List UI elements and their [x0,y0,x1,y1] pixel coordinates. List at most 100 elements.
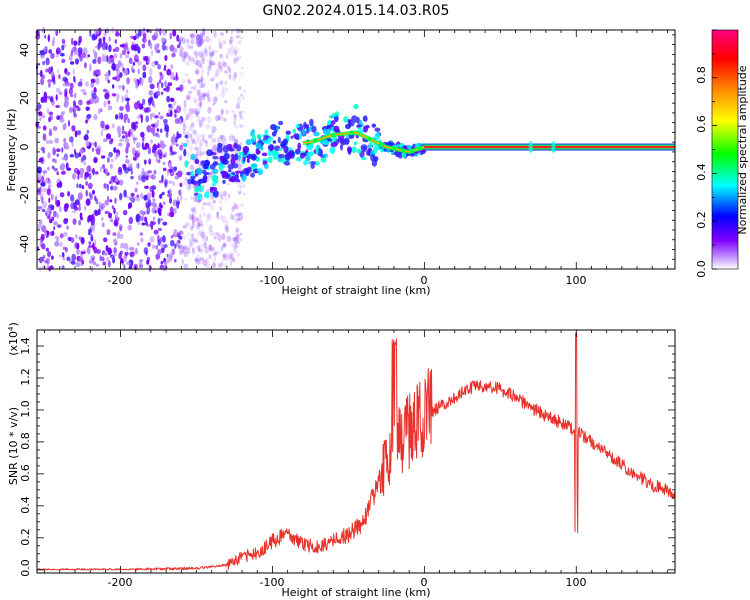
trace-blob [212,168,219,174]
colorbar-tick-label: 0.4 [695,163,708,181]
noise-blob [199,213,202,220]
noise-blob [197,40,201,48]
noise-blob [39,117,42,121]
noise-blob [103,32,108,37]
noise-blob [95,198,99,205]
noise-blob [141,43,146,49]
noise-blob [196,78,201,84]
noise-blob [181,56,186,62]
noise-blob [155,245,159,250]
noise-blob [152,132,156,137]
noise-blob [140,192,144,200]
noise-blob [171,52,176,58]
noise-blob [41,265,47,270]
noise-blob [88,244,93,248]
noise-blob [230,252,234,261]
noise-blob [73,51,79,56]
spectrogram-y-label: Frequency (Hz) [5,109,18,192]
noise-blob [78,99,83,106]
noise-blob [217,136,221,145]
noise-blob [127,205,131,210]
noise-blob [77,192,83,200]
noise-blob [213,49,218,54]
noise-blob [50,52,55,59]
noise-blob [66,225,69,230]
noise-blob [70,260,76,265]
noise-blob [69,154,75,158]
noise-blob [174,243,177,249]
noise-blob [200,92,204,98]
noise-blob [236,233,240,241]
noise-blob [202,92,206,100]
noise-blob [200,119,205,124]
noise-blob [72,173,77,180]
noise-blob [100,129,103,137]
noise-blob [213,145,217,149]
noise-blob [110,175,115,183]
noise-blob [145,115,149,123]
noise-blob [45,57,50,66]
noise-blob [186,183,191,191]
noise-dot [233,50,236,53]
noise-blob [52,40,55,47]
noise-blob [142,64,147,72]
snr-panel: -200 -100 0 100 0.0 0.2 0.4 0.6 0.8 1.0 … [7,322,676,599]
noise-blob [161,29,167,36]
noise-blob [183,178,188,186]
noise-blob [199,32,204,40]
noise-blob [177,133,182,138]
noise-blob [48,197,51,203]
noise-dot [240,72,243,75]
noise-dot [239,238,243,242]
noise-blob [43,259,49,264]
noise-blob [211,125,217,133]
noise-blob [234,203,239,210]
noise-blob [62,76,68,82]
noise-blob [208,38,213,44]
snr-ytick-label: 1.2 [19,368,32,386]
noise-blob [179,244,183,251]
trace-blob [245,168,250,177]
noise-blob [76,249,80,255]
noise-blob [115,176,119,183]
noise-blob [184,138,190,145]
noise-blob [63,142,69,147]
noise-blob [112,232,117,236]
noise-blob [232,236,238,242]
noise-blob [159,115,164,120]
noise-blob [176,241,179,247]
noise-blob [43,95,49,99]
noise-blob [218,235,223,241]
noise-blob [63,137,67,143]
snr-y-exponent-power: 4 [7,326,15,331]
trace-blob [305,156,311,162]
noise-blob [238,110,243,117]
snr-x-label: Height of straight line (km) [281,586,430,599]
noise-blob [146,259,150,265]
noise-blob [167,82,173,87]
noise-blob [226,235,232,243]
noise-blob [116,125,122,134]
noise-blob [58,181,63,188]
noise-blob [107,260,111,268]
noise-blob [228,251,233,259]
noise-blob [199,100,203,108]
trace-blob [184,160,189,168]
noise-blob [127,50,130,55]
noise-blob [186,54,191,58]
noise-blob [162,221,168,226]
noise-blob [160,142,166,150]
noise-blob [222,40,227,45]
noise-blob [208,244,212,252]
noise-blob [175,72,178,80]
noise-blob [186,247,191,255]
noise-blob [208,60,212,68]
noise-blob [41,114,46,119]
trace-blob [182,142,188,148]
noise-blob [149,68,153,76]
noise-blob [224,223,229,231]
noise-blob [92,261,97,266]
noise-blob [196,137,201,142]
noise-blob [232,245,238,254]
noise-blob [93,246,98,254]
